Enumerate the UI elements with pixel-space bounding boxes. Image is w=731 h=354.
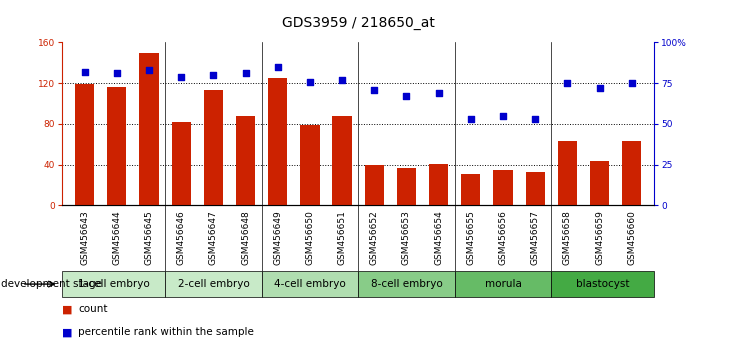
Text: GSM456650: GSM456650: [306, 211, 314, 266]
Text: GSM456660: GSM456660: [627, 211, 636, 266]
Point: [497, 113, 509, 119]
Bar: [268, 78, 287, 205]
Text: GSM456648: GSM456648: [241, 211, 250, 265]
Bar: [461, 174, 480, 205]
Text: blastocyst: blastocyst: [576, 279, 629, 289]
Text: GSM456649: GSM456649: [273, 211, 282, 265]
Text: GSM456652: GSM456652: [370, 211, 379, 265]
Text: morula: morula: [485, 279, 521, 289]
Bar: [75, 84, 94, 205]
Point: [401, 93, 412, 99]
Bar: [300, 125, 319, 205]
Bar: [62, 271, 165, 297]
Text: 1-cell embryo: 1-cell embryo: [77, 279, 150, 289]
Text: 4-cell embryo: 4-cell embryo: [274, 279, 346, 289]
Bar: [365, 165, 384, 205]
Text: GSM456643: GSM456643: [80, 211, 89, 265]
Text: ■: ■: [62, 304, 72, 314]
Bar: [526, 172, 545, 205]
Point: [208, 72, 219, 78]
Bar: [236, 116, 255, 205]
Text: GDS3959 / 218650_at: GDS3959 / 218650_at: [281, 16, 435, 30]
Point: [111, 70, 123, 76]
Text: GSM456651: GSM456651: [338, 211, 346, 266]
Text: GSM456656: GSM456656: [499, 211, 507, 266]
Bar: [558, 141, 577, 205]
Point: [304, 79, 316, 84]
Text: GSM456654: GSM456654: [434, 211, 443, 265]
Point: [336, 77, 348, 83]
Bar: [333, 116, 352, 205]
Point: [529, 116, 541, 122]
Text: GSM456645: GSM456645: [145, 211, 154, 265]
Text: percentile rank within the sample: percentile rank within the sample: [78, 327, 254, 337]
Text: 8-cell embryo: 8-cell embryo: [371, 279, 442, 289]
Point: [240, 70, 251, 76]
Bar: [107, 87, 126, 205]
Bar: [551, 271, 654, 297]
Bar: [622, 141, 641, 205]
Text: development stage: development stage: [1, 279, 102, 289]
Text: count: count: [78, 304, 107, 314]
Text: ■: ■: [62, 327, 72, 337]
Point: [594, 85, 605, 91]
Text: GSM456657: GSM456657: [531, 211, 539, 266]
Bar: [590, 161, 609, 205]
Point: [79, 69, 91, 75]
Text: GSM456644: GSM456644: [113, 211, 121, 265]
Text: GSM456646: GSM456646: [177, 211, 186, 265]
Bar: [262, 271, 358, 297]
Bar: [358, 271, 455, 297]
Text: GSM456659: GSM456659: [595, 211, 604, 266]
Point: [272, 64, 284, 70]
Point: [626, 80, 637, 86]
Bar: [140, 53, 159, 205]
Text: GSM456653: GSM456653: [402, 211, 411, 266]
Point: [561, 80, 573, 86]
Bar: [455, 271, 551, 297]
Point: [368, 87, 380, 92]
Point: [175, 74, 187, 80]
Point: [433, 90, 444, 96]
Bar: [397, 168, 416, 205]
Text: GSM456655: GSM456655: [466, 211, 475, 266]
Bar: [493, 170, 512, 205]
Text: 2-cell embryo: 2-cell embryo: [178, 279, 249, 289]
Text: GSM456647: GSM456647: [209, 211, 218, 265]
Bar: [429, 164, 448, 205]
Bar: [165, 271, 262, 297]
Point: [465, 116, 477, 122]
Text: GSM456658: GSM456658: [563, 211, 572, 266]
Point: [143, 67, 155, 73]
Bar: [172, 122, 191, 205]
Bar: [204, 90, 223, 205]
